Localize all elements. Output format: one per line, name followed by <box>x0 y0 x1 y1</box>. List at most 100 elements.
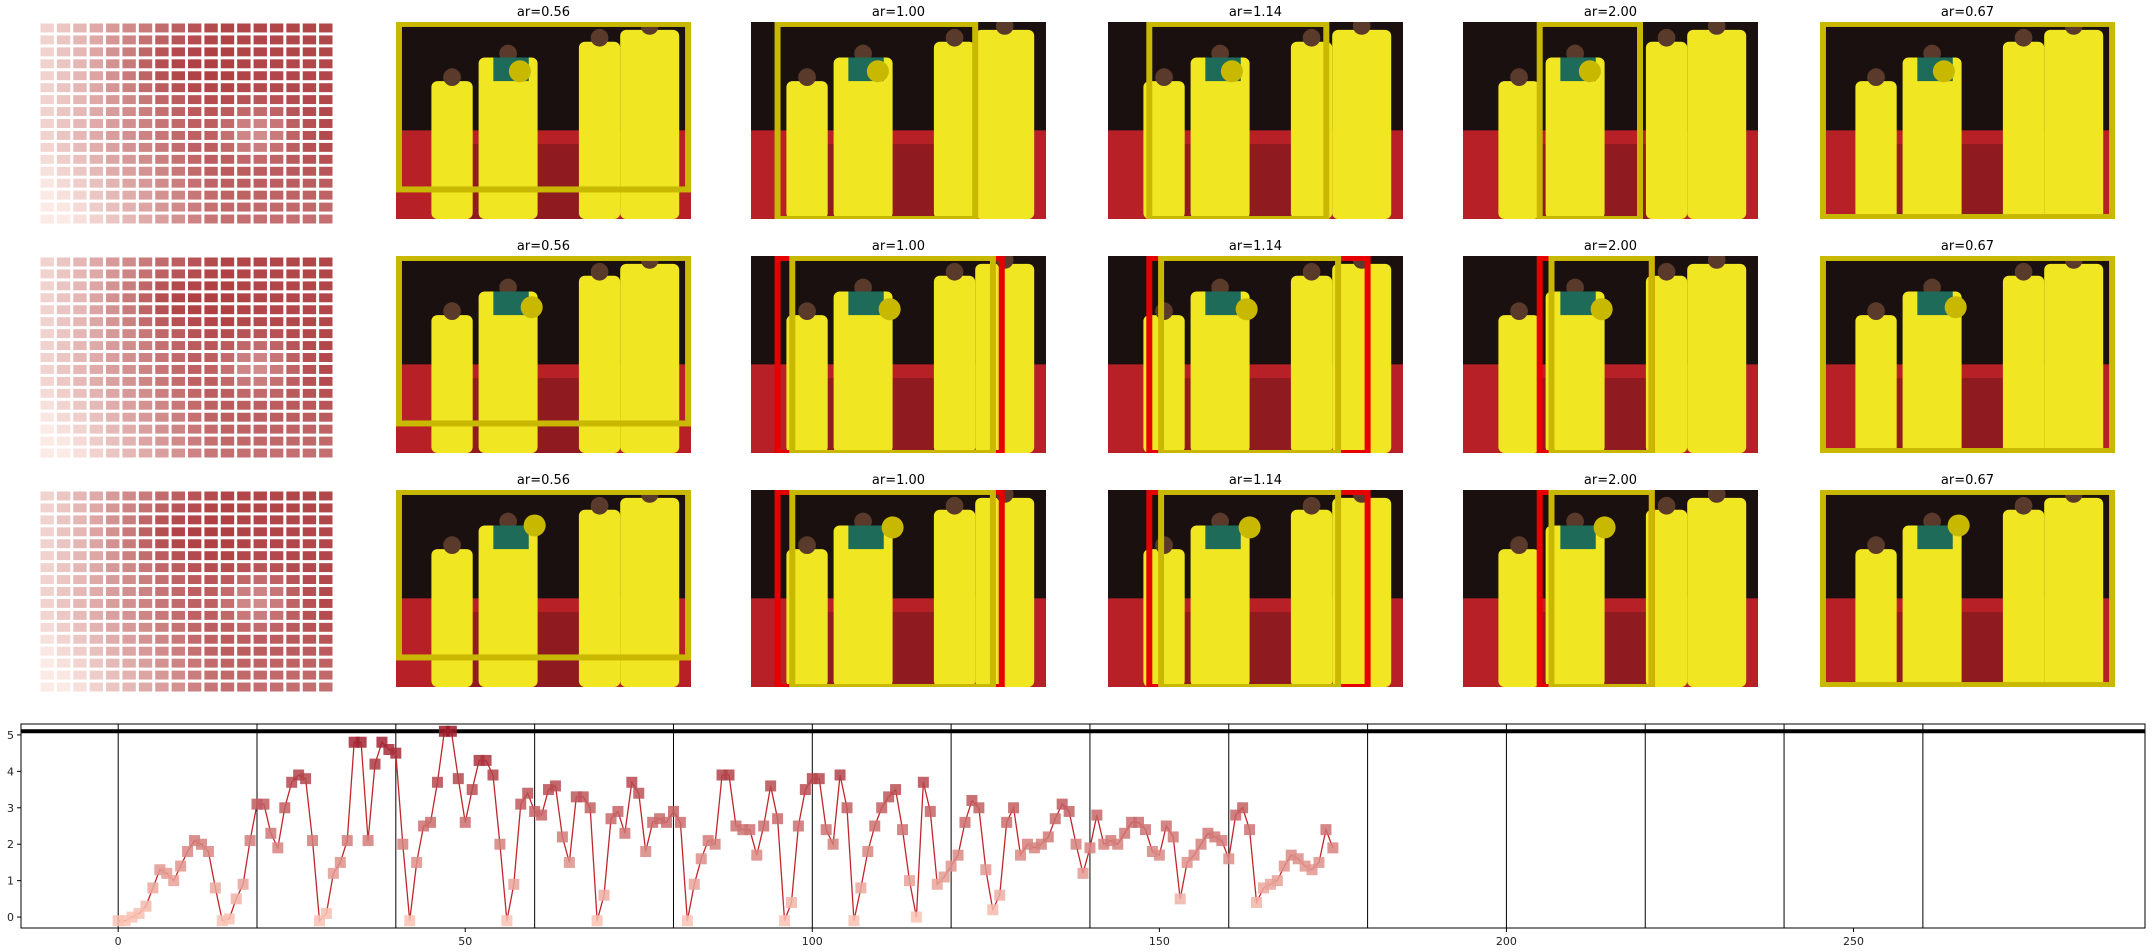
heatmap-cell <box>253 214 267 224</box>
heatmap-cell <box>155 388 169 398</box>
data-point-marker <box>397 838 409 850</box>
heatmap-cell <box>269 95 284 105</box>
heatmap-cell <box>269 107 284 117</box>
heatmap-cell <box>220 293 235 303</box>
heatmap-cell <box>302 491 317 501</box>
heatmap-cell <box>138 527 153 537</box>
heatmap-cell <box>253 317 267 327</box>
heatmap-cell <box>188 658 202 668</box>
heatmap-cell <box>155 23 169 33</box>
player-figure <box>2044 497 2104 687</box>
data-point-marker <box>737 824 749 836</box>
heatmap-cell <box>122 353 136 362</box>
data-point-marker <box>1257 882 1269 894</box>
heatmap-cell <box>138 317 153 327</box>
heatmap-cell <box>155 305 169 315</box>
heatmap-cell <box>237 305 251 315</box>
heatmap-cell <box>269 353 284 362</box>
heatmap-cell <box>122 563 136 573</box>
heatmap-cell <box>171 166 185 176</box>
heatmap-cell <box>155 575 169 585</box>
data-point-marker <box>508 878 520 890</box>
data-point-marker <box>779 915 791 927</box>
heatmap-cell <box>220 71 235 81</box>
heatmap-cell <box>302 539 317 549</box>
heatmap-cell <box>122 539 136 549</box>
data-point-marker <box>411 856 423 868</box>
heatmap-cell <box>56 551 71 561</box>
heatmap-cell <box>40 154 54 164</box>
heatmap-cell <box>269 634 284 644</box>
data-point-marker <box>293 769 305 781</box>
heatmap-cell <box>155 154 169 164</box>
heatmap-cell <box>253 178 267 188</box>
heatmap-cell <box>138 587 153 596</box>
focus-point <box>1578 60 1601 83</box>
heatmap-cell <box>89 436 104 446</box>
heatmap-cell <box>188 610 202 620</box>
heatmap-cell <box>237 214 251 224</box>
heatmap-cell <box>204 436 218 446</box>
heatmap-cell <box>253 166 267 176</box>
heatmap-cell <box>204 388 218 398</box>
data-point-marker <box>723 769 735 781</box>
heatmap-cell <box>220 646 235 656</box>
heatmap-cell <box>155 527 169 537</box>
heatmap-cell <box>106 376 120 386</box>
heatmap-cell <box>171 305 185 315</box>
heatmap-cell <box>56 329 71 339</box>
heatmap-cell <box>302 95 317 105</box>
focus-point <box>523 514 546 537</box>
heatmap-cell <box>56 448 71 458</box>
heatmap-cell <box>155 646 169 656</box>
heatmap-cell <box>237 178 251 188</box>
heatmap-cell <box>73 329 87 339</box>
data-point-marker <box>577 791 589 803</box>
data-point-marker <box>1278 860 1290 872</box>
heatmap-cell <box>319 646 333 656</box>
x-tick-label: 0 <box>115 935 122 948</box>
heatmap-cell <box>73 634 87 644</box>
heatmap-cell <box>237 491 251 501</box>
data-point-marker <box>154 864 166 876</box>
heatmap-cell <box>122 293 136 303</box>
heatmap-cell <box>106 293 120 303</box>
heatmap-cell <box>106 119 120 128</box>
heatmap-cell <box>253 281 267 291</box>
focus-point <box>1947 514 1970 537</box>
heatmap-cell <box>253 610 267 620</box>
heatmap-cell <box>220 23 235 33</box>
heatmap-cell <box>89 515 104 525</box>
heatmap-cell <box>40 269 54 279</box>
heatmap-cell <box>122 107 136 117</box>
panel-title: ar=0.67 <box>1940 5 1995 20</box>
heatmap-cell <box>40 448 54 458</box>
data-point-marker <box>549 780 561 792</box>
heatmap-cell <box>155 317 169 327</box>
heatmap-cell <box>237 317 251 327</box>
heatmap-cell <box>89 575 104 585</box>
data-point-marker <box>1202 827 1214 839</box>
heatmap-cell <box>302 119 317 128</box>
heatmap-cell <box>204 23 218 33</box>
crop-thumbnail <box>751 256 1046 453</box>
heatmap-cell <box>220 634 235 644</box>
heatmap-cell <box>73 71 87 81</box>
heatmap-cell <box>106 551 120 561</box>
heatmap-cell <box>138 400 153 410</box>
heatmap-cell <box>73 364 87 374</box>
heatmap-cell <box>204 646 218 656</box>
heatmap-cell <box>106 23 120 33</box>
heatmap-cell <box>220 551 235 561</box>
crop-thumbnail <box>1820 490 2115 687</box>
heatmap-cell <box>171 551 185 561</box>
data-point-marker <box>418 820 430 832</box>
heatmap-cell <box>220 214 235 224</box>
heatmap-cell <box>269 154 284 164</box>
heatmap-cell <box>89 154 104 164</box>
panel-title: ar=2.00 <box>1583 239 1638 254</box>
heatmap-cell <box>286 515 300 525</box>
data-point-marker <box>1084 842 1096 854</box>
heatmap-cell <box>253 130 267 140</box>
player-head <box>1707 256 1726 269</box>
